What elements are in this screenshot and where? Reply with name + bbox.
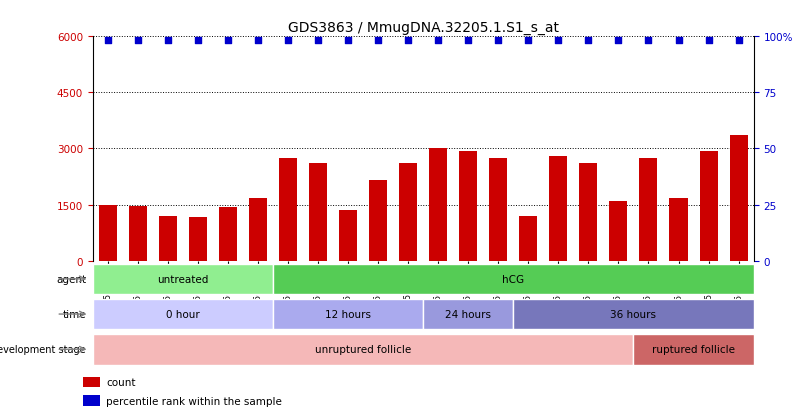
- Bar: [98, 206, 117, 261]
- Bar: [423, 299, 513, 330]
- Text: percentile rank within the sample: percentile rank within the sample: [106, 396, 282, 406]
- Bar: [93, 264, 273, 294]
- Bar: [339, 211, 357, 261]
- Point: [612, 38, 625, 44]
- Bar: [489, 159, 507, 261]
- Text: agent: agent: [56, 274, 86, 284]
- Bar: [429, 149, 447, 261]
- Text: 36 hours: 36 hours: [610, 309, 656, 319]
- Bar: [273, 264, 754, 294]
- Bar: [459, 152, 477, 261]
- Bar: [519, 216, 538, 261]
- Bar: [700, 152, 717, 261]
- Title: GDS3863 / MmugDNA.32205.1.S1_s_at: GDS3863 / MmugDNA.32205.1.S1_s_at: [288, 21, 559, 35]
- Point: [702, 38, 715, 44]
- Text: 24 hours: 24 hours: [445, 309, 491, 319]
- Text: untreated: untreated: [157, 274, 209, 284]
- Point: [521, 38, 534, 44]
- Point: [642, 38, 655, 44]
- Bar: [279, 159, 297, 261]
- Bar: [273, 299, 423, 330]
- Bar: [580, 164, 597, 261]
- Point: [672, 38, 685, 44]
- Bar: [639, 159, 658, 261]
- Text: 12 hours: 12 hours: [325, 309, 371, 319]
- Bar: [93, 334, 634, 365]
- Text: ruptured follicle: ruptured follicle: [652, 344, 735, 354]
- Bar: [309, 164, 327, 261]
- Point: [492, 38, 505, 44]
- Point: [161, 38, 174, 44]
- Bar: [729, 136, 748, 261]
- Point: [732, 38, 745, 44]
- Bar: [129, 206, 147, 261]
- Bar: [249, 198, 267, 261]
- Bar: [399, 164, 418, 261]
- Point: [462, 38, 475, 44]
- Point: [102, 38, 114, 44]
- Text: unruptured follicle: unruptured follicle: [315, 344, 411, 354]
- Bar: [670, 198, 688, 261]
- Bar: [93, 299, 273, 330]
- Point: [552, 38, 565, 44]
- Point: [222, 38, 235, 44]
- Bar: [159, 216, 177, 261]
- Point: [131, 38, 144, 44]
- Text: hCG: hCG: [502, 274, 525, 284]
- Bar: [189, 217, 207, 261]
- Point: [372, 38, 384, 44]
- Point: [251, 38, 264, 44]
- Bar: [634, 334, 754, 365]
- Bar: [609, 201, 627, 261]
- Bar: [550, 157, 567, 261]
- Point: [281, 38, 294, 44]
- Bar: [219, 208, 237, 261]
- Point: [312, 38, 325, 44]
- Text: time: time: [62, 309, 86, 319]
- Bar: [369, 181, 387, 261]
- Text: development stage: development stage: [0, 344, 86, 354]
- Text: 0 hour: 0 hour: [166, 309, 200, 319]
- Point: [401, 38, 414, 44]
- Text: count: count: [106, 377, 136, 387]
- Bar: [83, 377, 100, 387]
- Point: [582, 38, 595, 44]
- Point: [191, 38, 204, 44]
- Point: [432, 38, 445, 44]
- Bar: [83, 395, 100, 406]
- Bar: [513, 299, 754, 330]
- Point: [342, 38, 355, 44]
